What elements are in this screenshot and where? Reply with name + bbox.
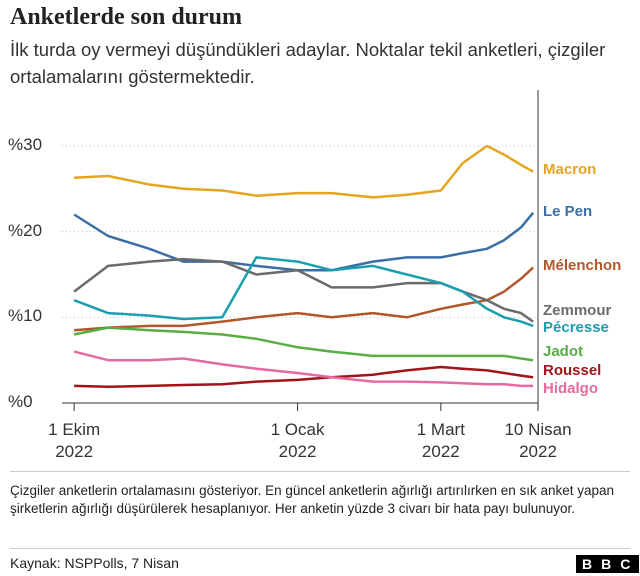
legend-label: Le Pen (543, 203, 592, 220)
series-line (73, 350, 534, 388)
logo: BBC (576, 555, 640, 573)
source: Kaynak: NSPPolls, 7 Nisan (10, 555, 179, 571)
series-line (74, 365, 534, 388)
x-tick-label: 10 Nisan 2022 (504, 420, 572, 461)
y-tick-label: %30 (8, 135, 43, 154)
legend-label: Macron (543, 161, 596, 178)
chart-title: Anketlerde son durum (10, 4, 243, 30)
divider (10, 548, 630, 549)
legend-label: Zemmour (543, 302, 612, 319)
chart-subtitle: İlk turda oy vermeyi düşündükleri adayla… (10, 39, 606, 87)
x-tick-label: 1 Mart 2022 (416, 420, 465, 461)
series-line (73, 257, 534, 323)
y-tick-label: %10 (8, 306, 43, 326)
legend-label: Pécresse (543, 319, 609, 336)
legend-label: Roussel (543, 362, 601, 379)
series-line (73, 256, 534, 328)
series-line (74, 144, 534, 199)
chart-note: Çizgiler anketlerin ortalamasını gösteri… (10, 483, 615, 516)
y-tick-label: %0 (8, 392, 33, 411)
series-line (74, 266, 534, 332)
legend-label: Hidalgo (543, 380, 598, 397)
series-line (73, 212, 535, 272)
series-line (73, 326, 534, 362)
divider (10, 471, 630, 472)
x-tick-label: 1 Ekim 2022 (48, 420, 101, 461)
x-tick-label: 1 Ocak 2022 (270, 420, 325, 461)
legend-label: Mélenchon (543, 257, 621, 274)
y-tick-label: %20 (8, 220, 43, 240)
legend-label: Jadot (543, 343, 583, 360)
